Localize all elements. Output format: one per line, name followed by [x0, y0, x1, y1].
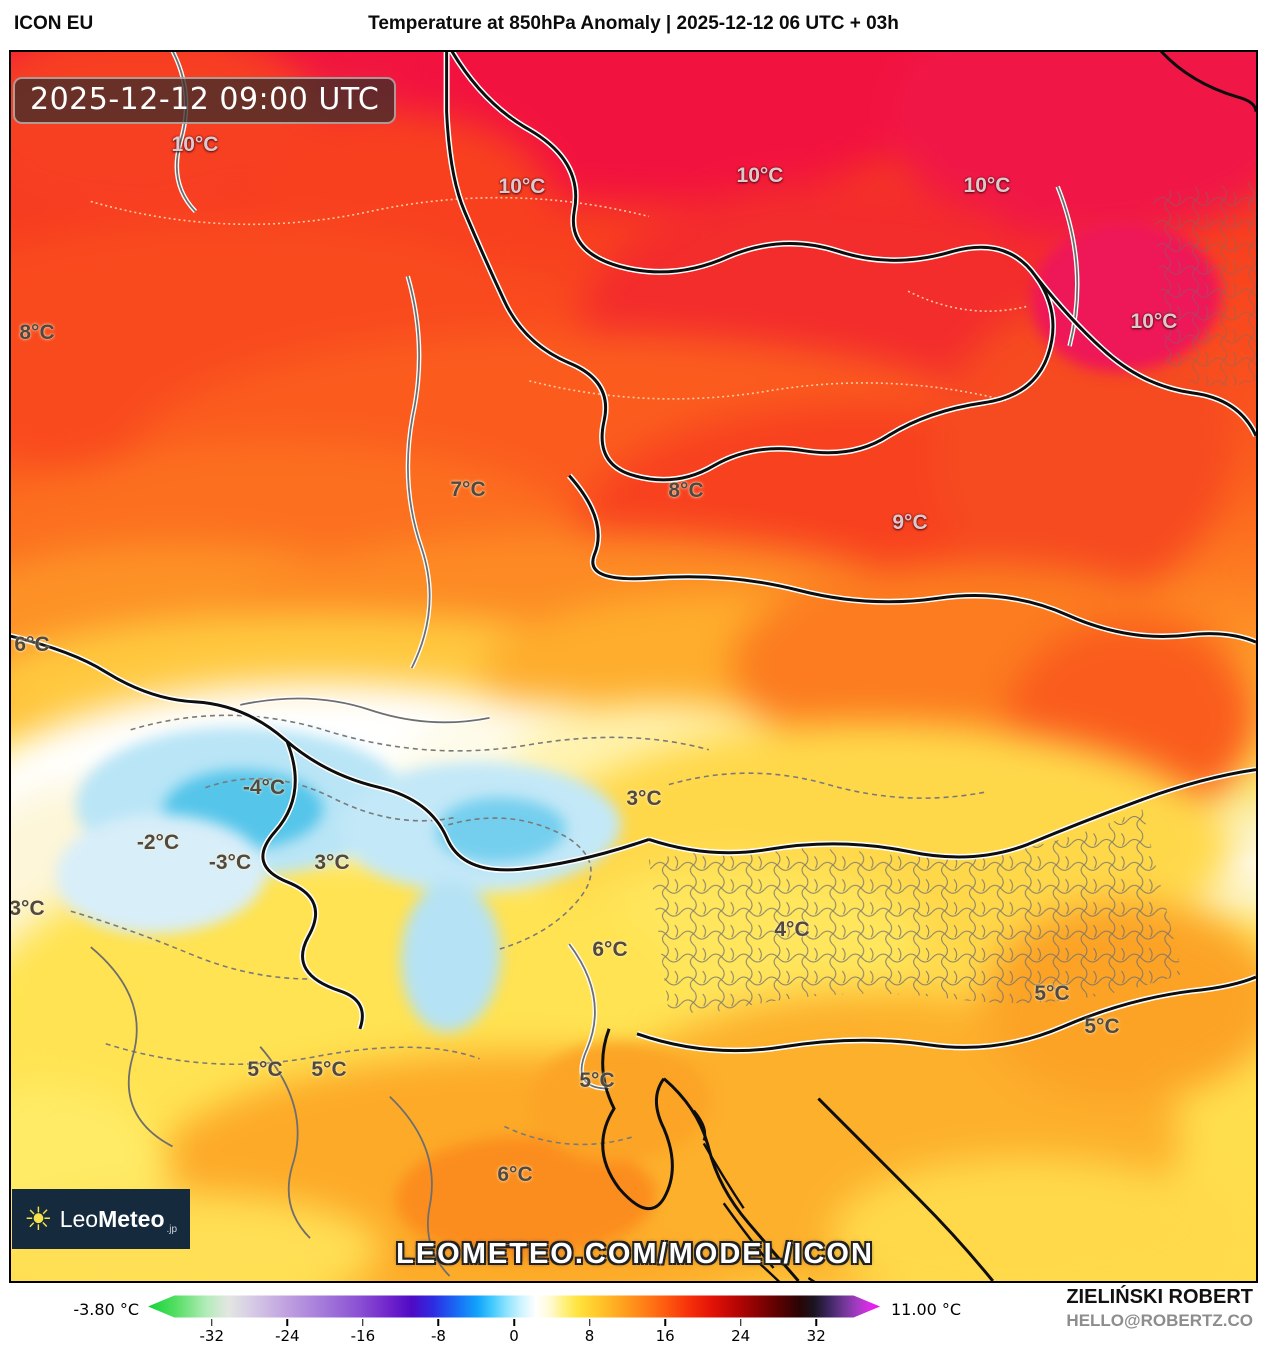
colorbar-tick: 32 — [807, 1319, 826, 1345]
colorbar-tick: 16 — [656, 1319, 675, 1345]
temp-label: 5°C — [1084, 1015, 1120, 1038]
temp-label: 4°C — [774, 918, 810, 941]
temp-label: 5°C — [311, 1058, 347, 1081]
colorbar-max-label: 11.00 °C — [891, 1300, 962, 1319]
temp-label: 10°C — [736, 164, 784, 187]
map-label-layer: 10°C 10°C 10°C 10°C 10°C 8°C 7°C 8°C 9°C 6°C 3°C -4… — [11, 52, 1256, 1281]
temp-label: 7°C — [450, 478, 486, 501]
temp-label: 5°C — [579, 1069, 615, 1092]
colorbar-tick: -8 — [431, 1319, 446, 1345]
colorbar-tick: 8 — [585, 1319, 594, 1345]
header-bar: ICON EU Temperature at 850hPa Anomaly | … — [0, 0, 1267, 50]
sun-icon: ☀ — [24, 1201, 53, 1237]
colorbar: -32 -24 -16 -8 0 8 16 24 32 — [148, 1295, 880, 1345]
temp-label: 9°C — [892, 511, 928, 534]
temp-label: 10°C — [171, 133, 219, 156]
temp-label: 6°C — [497, 1163, 533, 1186]
temp-label: 10°C — [1130, 310, 1178, 333]
temp-label: 5°C — [1034, 982, 1070, 1005]
colorbar-tick: 0 — [509, 1319, 519, 1345]
colorbar-tick: -16 — [351, 1319, 375, 1345]
footer-bar: -3.80 °C -32 -24 -16 -8 0 8 16 24 32 11.00 °C ZI… — [0, 1283, 1267, 1345]
colorbar-ticks: -32 -24 -16 -8 0 8 16 24 32 — [174, 1295, 854, 1345]
temp-label: -3°C — [208, 851, 252, 874]
colorbar-tick: 24 — [731, 1319, 750, 1345]
temp-label: -2°C — [136, 831, 180, 854]
temp-label: 3°C — [9, 897, 45, 920]
credit-email: HELLO@ROBERTZ.CO — [1066, 1311, 1253, 1330]
temp-label: 3°C — [626, 787, 662, 810]
leometeo-logo: ☀ LeoMeteo .jp — [12, 1189, 190, 1249]
temp-label: 6°C — [592, 938, 628, 961]
borders-overlay — [11, 52, 1256, 1281]
colorbar-gradient — [148, 1295, 880, 1318]
credit-name: ZIELIŃSKI ROBERT — [1066, 1286, 1253, 1308]
page-title: Temperature at 850hPa Anomaly | 2025-12-… — [368, 13, 899, 34]
temp-label: 6°C — [14, 633, 50, 656]
weather-map: 10°C 10°C 10°C 10°C 10°C 8°C 7°C 8°C 9°C 6°C 3°C -4… — [9, 50, 1258, 1283]
logo-brand: LeoMeteo — [59, 1205, 165, 1232]
temp-label: 10°C — [498, 175, 546, 198]
colorbar-min-label: -3.80 °C — [73, 1300, 139, 1319]
model-name: ICON EU — [14, 13, 94, 34]
colorbar-tick: -32 — [200, 1319, 224, 1345]
temp-label: 8°C — [668, 479, 704, 502]
watermark-url: LEOMETEO.COM/MODEL/ICON — [396, 1238, 874, 1270]
logo-suffix: .jp — [166, 1224, 178, 1235]
timestamp-overlay: 2025-12-12 09:00 UTC — [13, 77, 397, 124]
temp-label: 5°C — [247, 1058, 283, 1081]
colorbar-tick: -24 — [275, 1319, 300, 1345]
temp-label: -4°C — [242, 776, 286, 799]
temp-label: 8°C — [19, 321, 55, 344]
temp-label: 10°C — [963, 174, 1011, 197]
temp-label: 3°C — [314, 851, 350, 874]
